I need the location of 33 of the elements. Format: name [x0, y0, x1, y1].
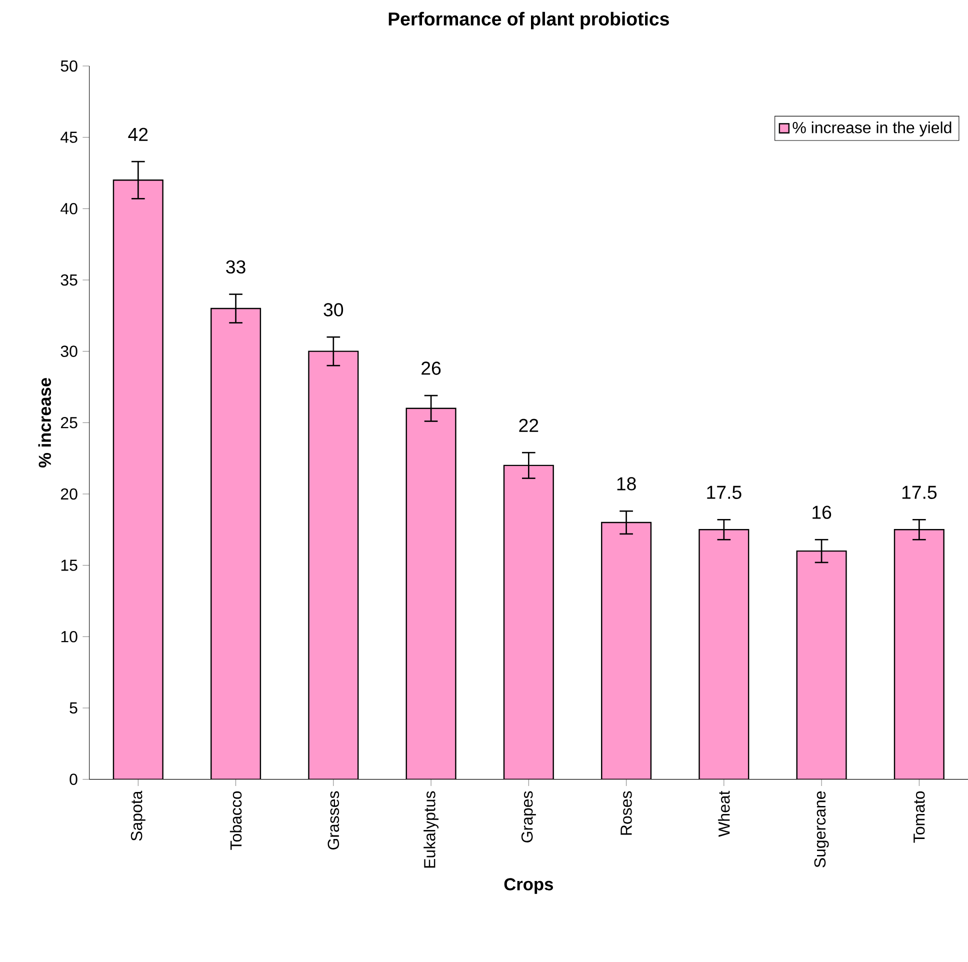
y-tick-label: 0 — [70, 774, 78, 785]
data-label: 42 — [128, 128, 148, 141]
y-tick-label: 5 — [70, 702, 78, 714]
data-label: 26 — [422, 362, 441, 375]
y-tick-label: 15 — [61, 560, 78, 571]
y-axis-title: % increase — [38, 378, 52, 468]
y-tick-label: 10 — [61, 630, 78, 642]
x-tick-label: Grasses — [328, 791, 340, 850]
x-axis-title: Crops — [504, 878, 553, 894]
x-tick-label: Grapes — [521, 791, 536, 842]
chart-title: Performance of plant probiotics — [388, 12, 669, 30]
y-tick-label: 45 — [60, 132, 78, 143]
y-tick-label: 35 — [60, 274, 78, 286]
data-label: 22 — [519, 418, 538, 432]
data-label: 18 — [617, 477, 636, 490]
x-tick-label: Tomato — [914, 791, 925, 843]
x-tick-label: Roses — [620, 791, 632, 835]
data-label: 33 — [226, 260, 246, 274]
data-label: 17.5 — [707, 486, 742, 499]
y-tick-label: 20 — [60, 488, 78, 500]
data-label: 30 — [324, 303, 344, 316]
y-tick-label: 30 — [60, 346, 78, 357]
x-tick-label: Tobacco — [230, 791, 242, 850]
data-label: 16 — [812, 506, 832, 519]
legend-label: % increase in the yield — [792, 122, 952, 136]
y-tick-label: 40 — [60, 202, 78, 214]
x-tick-label: Sugercane — [814, 791, 829, 868]
x-tick-label: Wheat — [718, 790, 730, 837]
y-tick-label: 50 — [60, 60, 78, 72]
x-tick-label: Eukalyptus — [424, 791, 438, 868]
data-label: 17.5 — [902, 486, 937, 499]
y-tick-label: 25 — [60, 416, 78, 428]
x-tick-label: Sapota — [130, 790, 146, 841]
